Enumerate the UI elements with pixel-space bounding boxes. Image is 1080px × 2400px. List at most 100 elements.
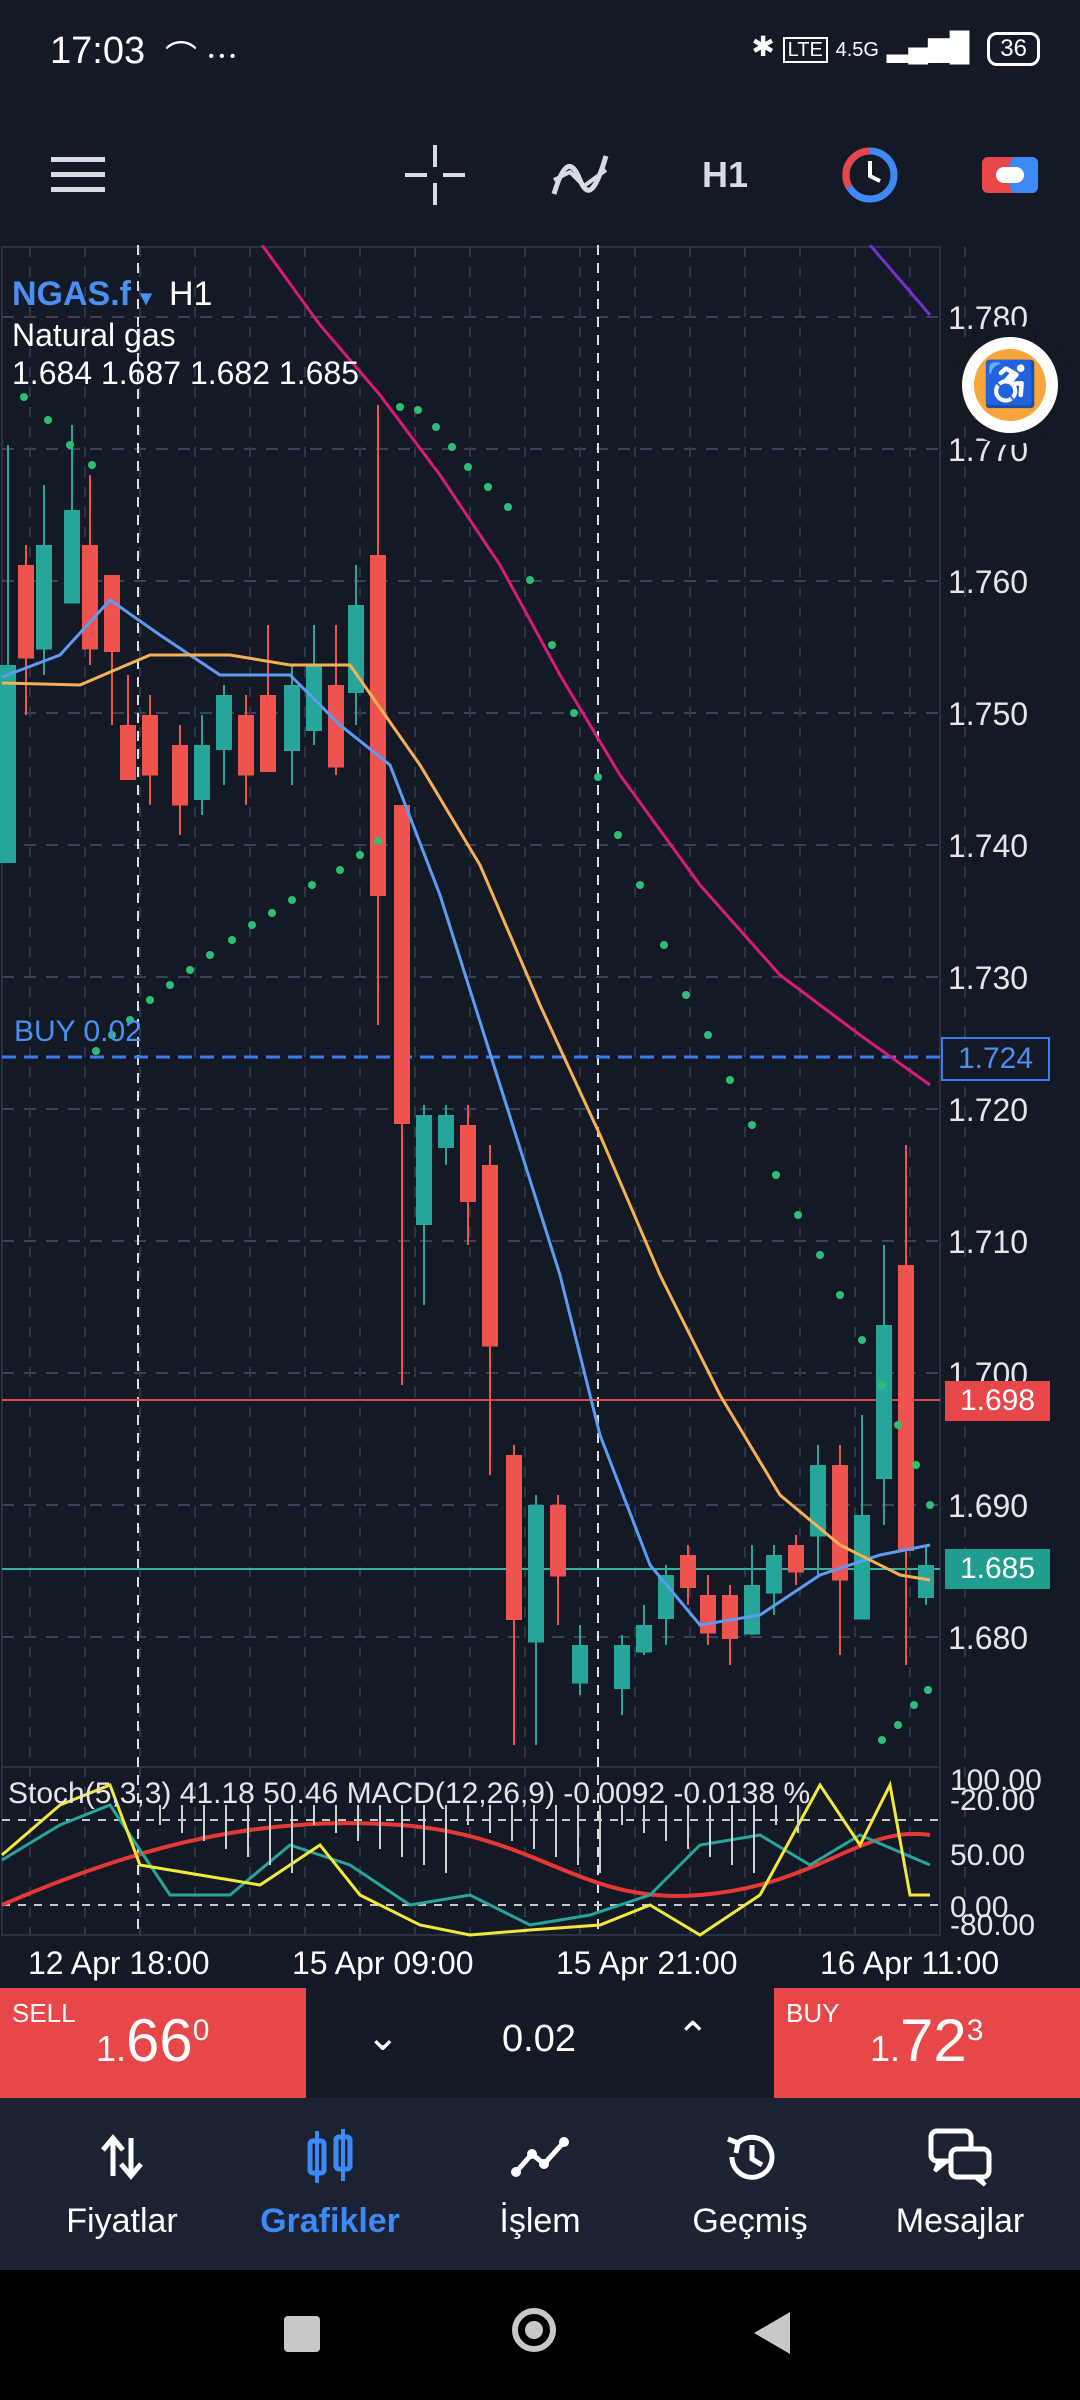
trade-icon bbox=[440, 2122, 640, 2192]
crosshair-icon[interactable] bbox=[400, 140, 470, 210]
bluetooth-icon: ✱ bbox=[751, 31, 775, 62]
accessibility-button[interactable]: ♿ bbox=[950, 325, 1070, 445]
candle-body bbox=[832, 1465, 848, 1581]
home-icon[interactable] bbox=[512, 2308, 556, 2352]
candle-body bbox=[528, 1505, 544, 1643]
sar-dot bbox=[548, 641, 556, 649]
buy-button[interactable]: BUY 1.723 bbox=[774, 1988, 1080, 2098]
nav-item-prices[interactable]: Fiyatlar bbox=[22, 2122, 222, 2241]
lot-decrease-button[interactable]: ⌄ bbox=[366, 2015, 400, 2059]
messages-icon bbox=[860, 2122, 1060, 2192]
candle-body bbox=[260, 695, 276, 772]
candle-body bbox=[416, 1115, 432, 1225]
sar-dot bbox=[858, 1336, 866, 1344]
candle-body bbox=[284, 685, 300, 751]
candle-body bbox=[194, 745, 210, 800]
candle-body bbox=[438, 1115, 454, 1148]
sar-dot bbox=[926, 1501, 934, 1509]
candle-body bbox=[82, 545, 98, 650]
battery-icon: 36 bbox=[987, 32, 1040, 66]
price-axis-label: 1.690 bbox=[948, 1488, 1028, 1524]
sar-dot bbox=[794, 1211, 802, 1219]
chart-area[interactable]: 1.780 1.770 1.760 1.750 1.740 1.730 1.720 1.710… bbox=[0, 245, 1080, 1985]
sar-dot bbox=[166, 981, 174, 989]
candle-body bbox=[636, 1625, 652, 1653]
sar-dot bbox=[374, 837, 382, 845]
sar-dot bbox=[594, 773, 602, 781]
lot-value[interactable]: 0.02 bbox=[502, 2018, 576, 2060]
buy-price: 1.723 bbox=[870, 2007, 984, 2074]
indicator-axis-label: 50.00 bbox=[950, 1839, 1025, 1872]
sar-dot bbox=[356, 851, 364, 859]
menu-icon[interactable] bbox=[40, 140, 116, 210]
candle-body bbox=[104, 575, 120, 652]
sar-dot bbox=[228, 936, 236, 944]
charts-icon bbox=[230, 2122, 430, 2192]
nav-item-messages[interactable]: Mesajlar bbox=[860, 2122, 1060, 2241]
sar-dot bbox=[336, 866, 344, 874]
candle-body bbox=[0, 665, 16, 863]
buy-order-price-tag: 1.724 bbox=[941, 1037, 1050, 1081]
sar-dot bbox=[248, 921, 256, 929]
sar-dot bbox=[44, 416, 52, 424]
candle-body bbox=[918, 1565, 934, 1598]
stoch-main-line bbox=[1, 1803, 931, 1927]
candle-body bbox=[744, 1585, 760, 1635]
nav-label-trade: İşlem bbox=[499, 2202, 581, 2240]
instrument-name: Natural gas bbox=[12, 317, 176, 353]
indicators-icon[interactable] bbox=[545, 140, 615, 210]
sar-dot bbox=[186, 966, 194, 974]
sell-price: 1.660 bbox=[96, 2007, 210, 2074]
candle-body bbox=[766, 1555, 782, 1594]
sar-dot bbox=[146, 996, 154, 1004]
candle-body bbox=[348, 605, 364, 693]
status-bar: 17:03 ⌒ ⋯ ✱ LTE 4.5G ▂▄▆█ 36 bbox=[0, 0, 1080, 110]
symbol-name: NGAS.f bbox=[12, 275, 131, 313]
recent-apps-icon[interactable] bbox=[284, 2316, 320, 2352]
candle-body bbox=[460, 1125, 476, 1202]
date-label-3: 15 Apr 21:00 bbox=[556, 1945, 738, 1981]
sar-dot bbox=[878, 1736, 886, 1744]
sar-dot bbox=[108, 1031, 116, 1039]
candle-body bbox=[788, 1545, 804, 1573]
stoch-signal-line bbox=[1, 1780, 930, 1937]
back-icon[interactable] bbox=[752, 2310, 792, 2356]
ask-price-tag: 1.698 bbox=[945, 1381, 1050, 1421]
trade-toggle-icon[interactable] bbox=[975, 140, 1045, 210]
sar-dot bbox=[682, 991, 690, 999]
date-label-1: 12 Apr 18:00 bbox=[28, 1945, 210, 1981]
sar-dot bbox=[268, 909, 276, 917]
nav-item-charts[interactable]: Grafikler bbox=[230, 2122, 430, 2241]
candle-body bbox=[328, 685, 344, 768]
date-label-4: 16 Apr 11:00 bbox=[820, 1945, 1000, 1981]
sar-dot bbox=[126, 1016, 134, 1024]
sar-dot bbox=[894, 1421, 902, 1429]
buy-order-label[interactable]: BUY 0.02 bbox=[14, 1015, 142, 1048]
indicator-label: Stoch(5,3,3) 41.18 50.46 MACD(12,26,9) -… bbox=[8, 1777, 811, 1810]
sar-dot bbox=[504, 503, 512, 511]
sar-dot bbox=[924, 1686, 932, 1694]
price-chart[interactable]: 1.7801.7701.7601.7501.7401.7301.7201.710… bbox=[0, 245, 1080, 1985]
bid-price-tag: 1.685 bbox=[945, 1549, 1050, 1589]
symbol-label[interactable]: NGAS.f ▾ H1 bbox=[12, 275, 212, 314]
candle-body bbox=[550, 1505, 566, 1577]
lot-increase-button[interactable]: ⌃ bbox=[676, 2015, 710, 2059]
timeframe-button[interactable]: H1 bbox=[701, 154, 749, 195]
sar-dot bbox=[816, 1251, 824, 1259]
status-icons: ✱ LTE 4.5G ▂▄▆█ 36 bbox=[751, 30, 1040, 66]
candle-body bbox=[216, 695, 232, 750]
sell-button[interactable]: SELL 1.660 bbox=[0, 1988, 306, 2098]
sar-dot bbox=[206, 951, 214, 959]
nav-label-prices: Fiyatlar bbox=[66, 2202, 178, 2240]
nav-item-history[interactable]: Geçmiş bbox=[650, 2122, 850, 2241]
sar-dot bbox=[464, 463, 472, 471]
sar-dot bbox=[414, 406, 422, 414]
price-axis-label: 1.760 bbox=[948, 564, 1028, 600]
candle-body bbox=[700, 1595, 716, 1634]
sell-label: SELL bbox=[12, 1998, 76, 2028]
clock-icon[interactable] bbox=[835, 140, 905, 210]
candle-body bbox=[64, 510, 80, 604]
nav-item-trade[interactable]: İşlem bbox=[440, 2122, 640, 2241]
price-axis-label: 1.750 bbox=[948, 696, 1028, 732]
sar-dot bbox=[92, 1047, 100, 1055]
